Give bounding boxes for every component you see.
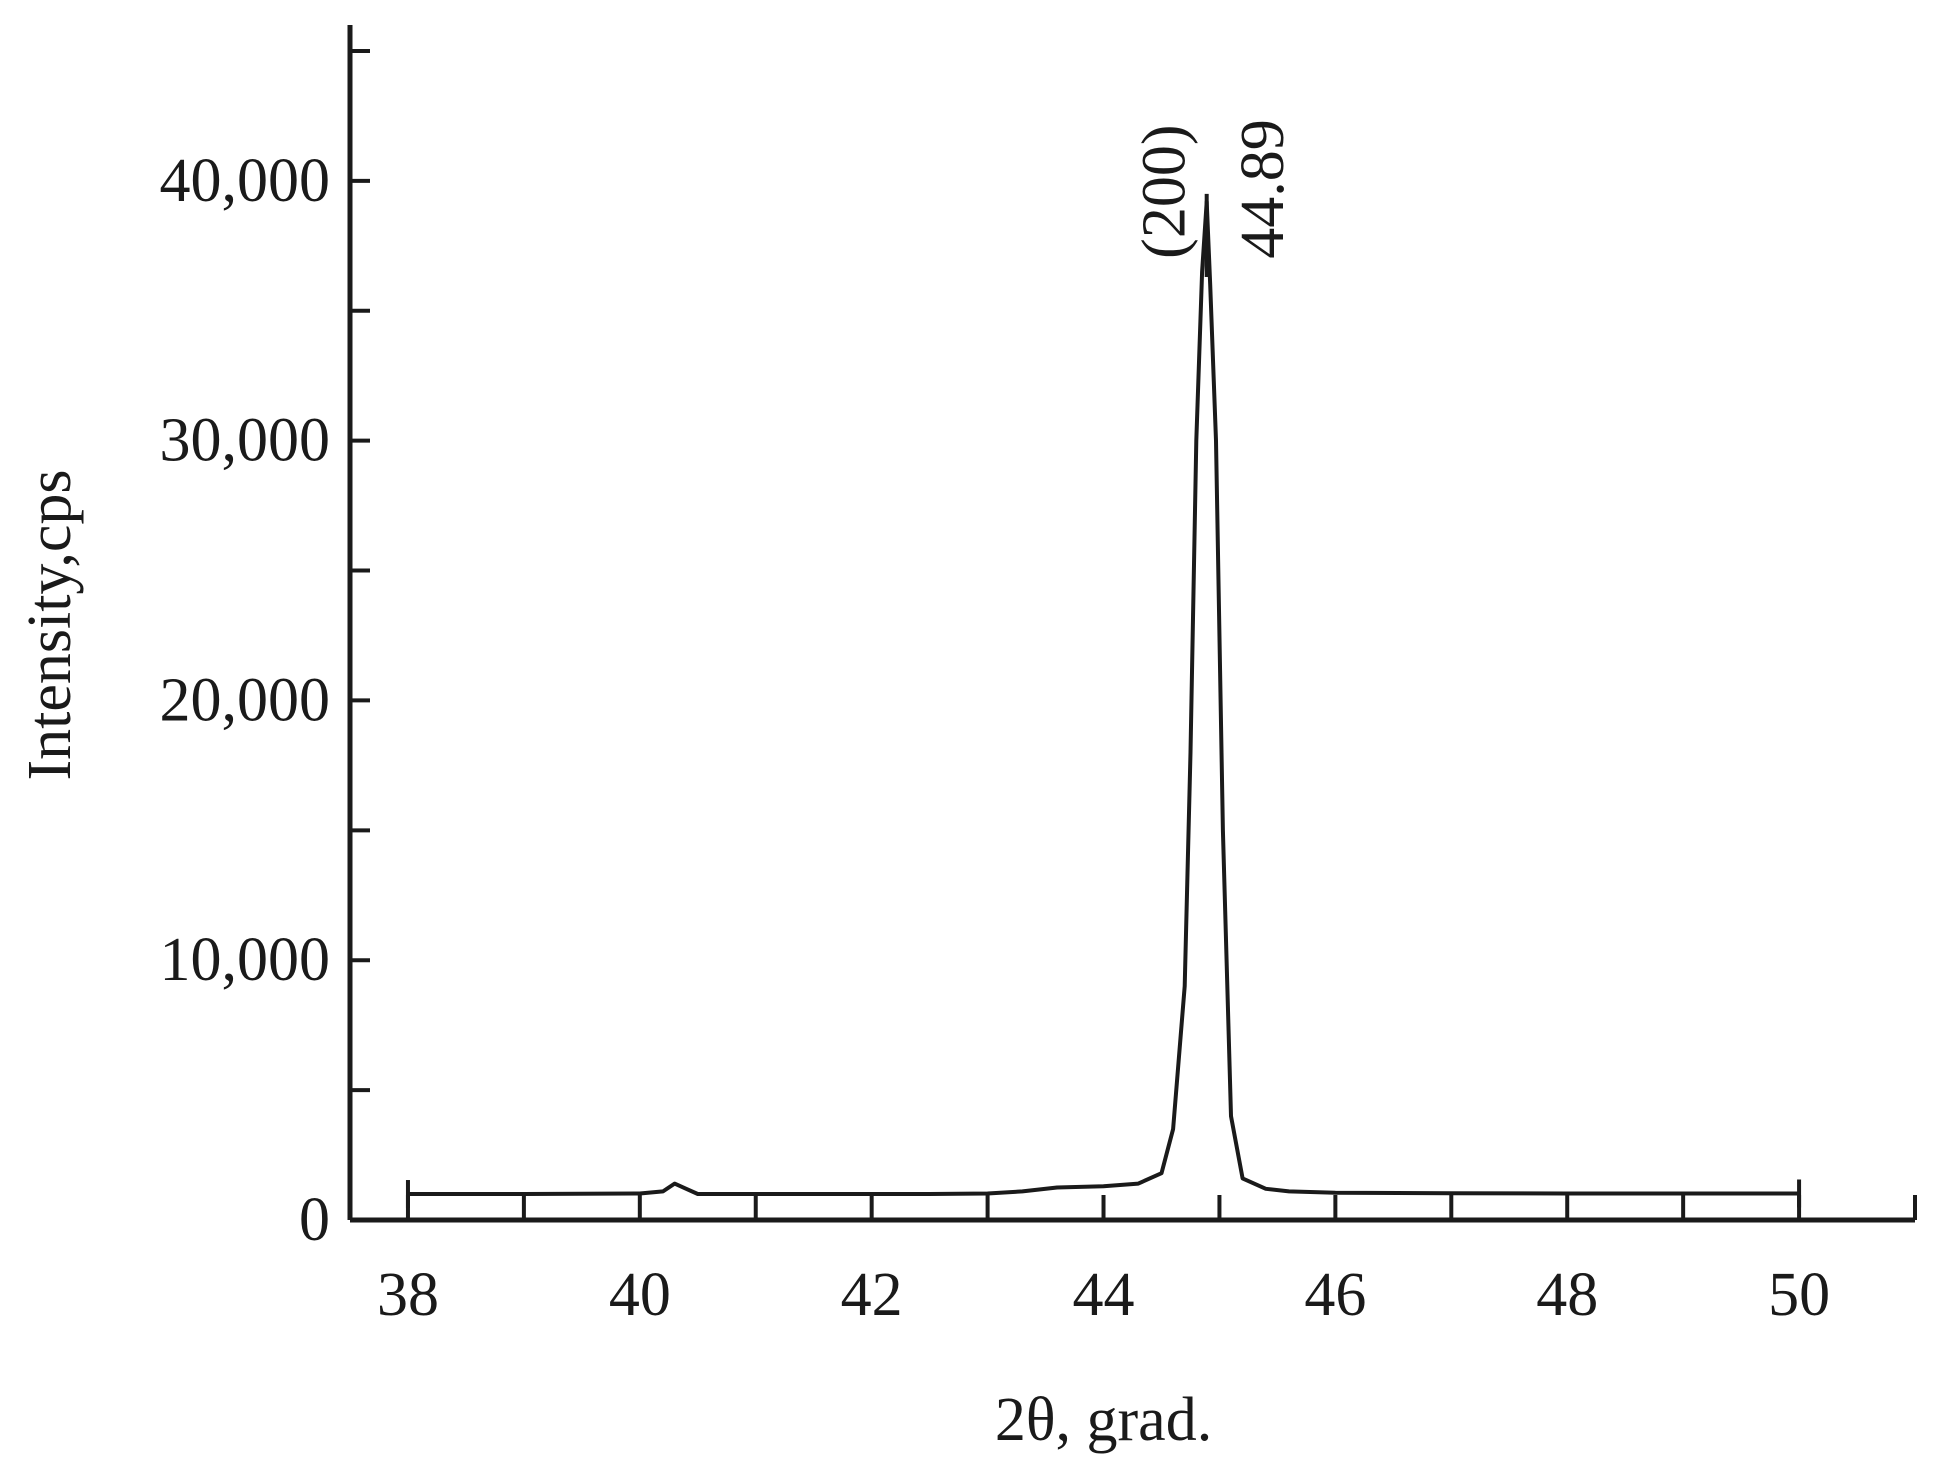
- x-tick-label: 38: [377, 1261, 439, 1329]
- x-tick-label: 40: [609, 1261, 671, 1329]
- x-tick-label: 48: [1536, 1261, 1598, 1329]
- x-tick-label: 46: [1304, 1261, 1366, 1329]
- x-tick-label: 50: [1768, 1261, 1830, 1329]
- axes: 0 10,000 20,000 30,000 40,000 38 40 42 44 46 48 50: [160, 25, 1917, 1329]
- x-tick-label: 44: [1073, 1261, 1135, 1329]
- xrd-series-line: [408, 199, 1800, 1196]
- y-tick-label: 30,000: [160, 407, 331, 475]
- x-tick-label: 42: [841, 1261, 903, 1329]
- y-tick-label: 20,000: [160, 666, 331, 734]
- y-tick-label: 40,000: [160, 147, 331, 215]
- peak-annotation: (200): [1131, 125, 1199, 259]
- peak-annotation: 44.89: [1229, 119, 1297, 259]
- y-axis-title: Intensity,cps: [16, 469, 84, 780]
- y-tick-label: 0: [299, 1186, 330, 1254]
- y-tick-label: 10,000: [160, 926, 331, 994]
- plot-area: (200) 44.89: [405, 119, 1802, 1209]
- x-axis-title: 2θ, grad.: [995, 1386, 1212, 1454]
